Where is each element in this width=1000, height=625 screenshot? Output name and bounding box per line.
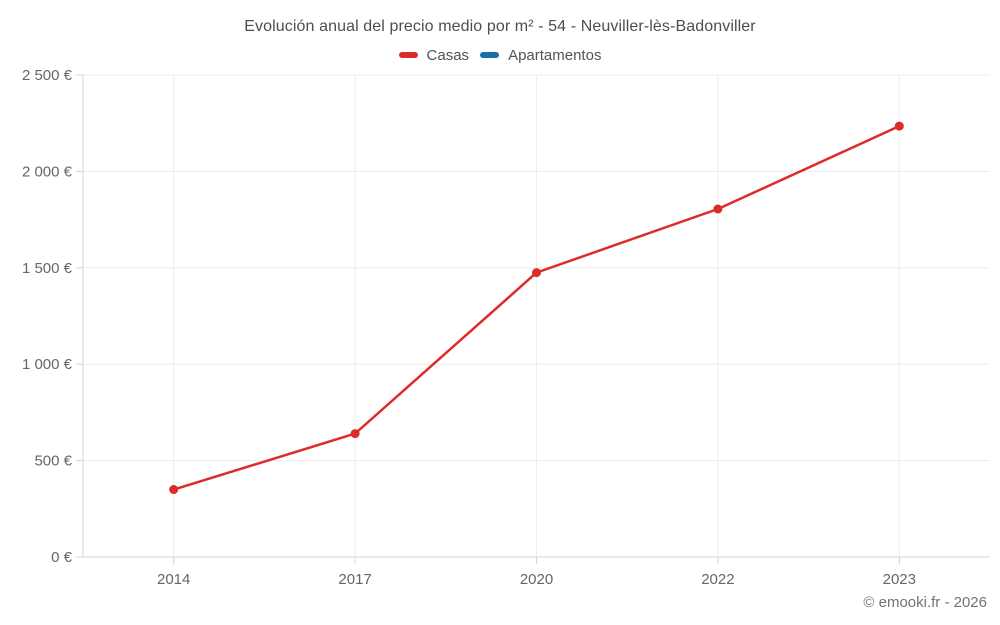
y-tick-label: 2 500 € xyxy=(22,67,73,84)
casas-data-point[interactable] xyxy=(350,429,360,439)
y-tick-label: 1 500 € xyxy=(22,260,73,277)
y-tick-label: 0 € xyxy=(51,549,73,566)
y-tick-label: 500 € xyxy=(34,453,72,470)
casas-data-point[interactable] xyxy=(532,268,541,278)
x-tick-label: 2014 xyxy=(157,571,190,588)
casas-data-point[interactable] xyxy=(894,121,904,131)
x-tick-label: 2017 xyxy=(338,571,371,588)
x-tick-label: 2023 xyxy=(883,571,916,588)
casas-data-point[interactable] xyxy=(713,204,723,214)
casas-legend-swatch xyxy=(398,52,418,58)
casas-legend-label: Casas xyxy=(426,46,470,64)
casas-data-point[interactable] xyxy=(169,485,179,495)
legend-item-casas[interactable]: Casas xyxy=(398,46,470,64)
x-tick-label: 2022 xyxy=(701,571,734,588)
x-tick-label: 2020 xyxy=(520,571,553,588)
apartamentos-legend-label: Apartamentos xyxy=(508,46,602,64)
copyright-text: © emooki.fr - 2026 xyxy=(863,594,987,611)
legend-item-apartamentos[interactable]: Apartamentos xyxy=(480,47,601,64)
apartamentos-legend-swatch xyxy=(480,52,500,58)
chart-legend: Casas Apartamentos xyxy=(0,45,1000,65)
y-tick-label: 1 000 € xyxy=(22,356,73,373)
chart-title: Evolución anual del precio medio por m² … xyxy=(244,18,756,35)
y-tick-label: 2 000 € xyxy=(22,163,73,180)
